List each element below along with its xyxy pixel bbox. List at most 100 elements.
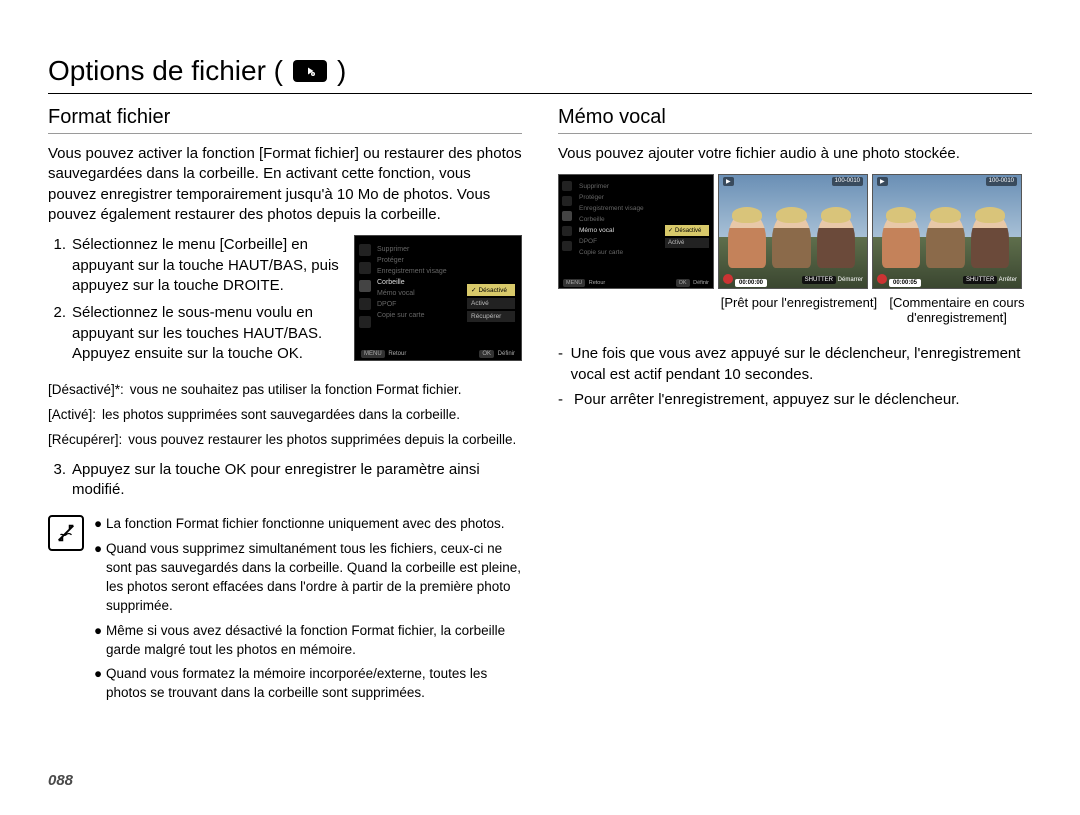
lcd-option-selected: Désactivé bbox=[665, 225, 709, 236]
lcd-set-label: Définir bbox=[498, 351, 515, 357]
left-subhead: Format fichier bbox=[48, 106, 522, 129]
lcd-menu-item: DPOF bbox=[579, 236, 657, 247]
lcd-top-overlay: ▶ 100-0010 bbox=[723, 177, 863, 186]
left-intro: Vous pouvez activer la fonction [Format … bbox=[48, 144, 522, 225]
note-text: La fonction Format fichier fonctionne un… bbox=[106, 515, 505, 534]
lcd-side-icons bbox=[562, 181, 572, 251]
play-icon: ▶ bbox=[877, 177, 888, 186]
lcd-bottom-bar: MENU Retour OK Définir bbox=[563, 280, 709, 286]
stop-label: Arrêter bbox=[999, 277, 1017, 283]
caption-ready: [Prêt pour l'enregistrement] bbox=[716, 295, 882, 325]
lcd-back-label: Retour bbox=[388, 351, 406, 357]
def-active: [Activé]: les photos supprimées sont sau… bbox=[48, 406, 522, 425]
title-close-paren: ) bbox=[337, 55, 346, 87]
step-1-text: Sélectionnez le menu [Corbeille] en appu… bbox=[72, 235, 340, 297]
step-2-num: 2. bbox=[48, 303, 66, 365]
lcd-back-label: Retour bbox=[589, 280, 606, 286]
lcd-set-label: Définir bbox=[693, 280, 709, 286]
file-number: 100-0010 bbox=[832, 177, 863, 186]
lcd-option: Récupérer bbox=[467, 311, 515, 322]
note-item: ●Même si vous avez désactivé la fonction… bbox=[94, 622, 522, 660]
lcd-option-selected: Désactivé bbox=[467, 284, 515, 296]
lcd-menu-list: Supprimer Protéger Enregistrement visage… bbox=[377, 244, 451, 321]
step-2: 2. Sélectionnez le sous-menu voulu en ap… bbox=[48, 303, 340, 365]
right-subhead: Mémo vocal bbox=[558, 106, 1032, 129]
lcd-menu-item: DPOF bbox=[377, 299, 451, 310]
sample-photo bbox=[873, 175, 1021, 288]
note-item: ●Quand vous formatez la mémoire incorpor… bbox=[94, 665, 522, 703]
step-2-text: Sélectionnez le sous-menu voulu en appuy… bbox=[72, 303, 340, 365]
bullet-item: -Une fois que vous avez appuyé sur le dé… bbox=[558, 343, 1032, 385]
right-intro: Vous pouvez ajouter votre fichier audio … bbox=[558, 144, 1032, 164]
lcd-menu-item: Supprimer bbox=[377, 244, 451, 255]
start-label: Démarrer bbox=[838, 277, 863, 283]
lcd-ready-screenshot: ▶ 100-0010 00:00:00 SHUTTER Démarrer bbox=[718, 174, 868, 289]
lcd-option: Activé bbox=[665, 238, 709, 248]
captions-row: [Prêt pour l'enregistrement] [Commentair… bbox=[558, 295, 1032, 325]
note-list: ●La fonction Format fichier fonctionne u… bbox=[94, 515, 522, 709]
file-number: 100-0010 bbox=[986, 177, 1017, 186]
lcd-side-icons bbox=[359, 244, 371, 328]
menu-button-label: MENU bbox=[563, 279, 585, 287]
def-text: vous pouvez restaurer les photos supprim… bbox=[128, 431, 516, 450]
left-steps: 1. Sélectionnez le menu [Corbeille] en a… bbox=[48, 235, 522, 371]
bullet-item: -Pour arrêter l'enregistrement, appuyez … bbox=[558, 389, 1032, 410]
lcd-recording-screenshot: ▶ 100-0010 00:00:05 SHUTTER Arrêter bbox=[872, 174, 1022, 289]
step-1-num: 1. bbox=[48, 235, 66, 297]
lcd-top-overlay: ▶ 100-0010 bbox=[877, 177, 1017, 186]
lcd-corbeille-screenshot: Supprimer Protéger Enregistrement visage… bbox=[354, 235, 522, 361]
def-label: [Activé]: bbox=[48, 406, 96, 425]
bullet-text: Pour arrêter l'enregistrement, appuyez s… bbox=[574, 389, 960, 410]
note-text: Quand vous formatez la mémoire incorporé… bbox=[106, 665, 522, 703]
shutter-button-label: SHUTTER bbox=[963, 276, 997, 284]
right-bullets: -Une fois que vous avez appuyé sur le dé… bbox=[558, 343, 1032, 410]
note-text: Quand vous supprimez simultanément tous … bbox=[106, 540, 522, 616]
menu-button-label: MENU bbox=[361, 350, 385, 358]
lcd-option-list: Désactivé Activé Récupérer bbox=[467, 284, 515, 324]
page-number: 088 bbox=[48, 772, 73, 789]
def-recuperer: [Récupérer]: vous pouvez restaurer les p… bbox=[48, 431, 522, 450]
lcd-menu-list: Supprimer Protéger Enregistrement visage… bbox=[579, 181, 657, 258]
step-3: 3. Appuyez sur la touche OK pour enregis… bbox=[48, 460, 522, 501]
title-row: Options de fichier ( ) bbox=[48, 55, 1032, 87]
note-item: ●Quand vous supprimez simultanément tous… bbox=[94, 540, 522, 616]
right-column: Mémo vocal Vous pouvez ajouter votre fic… bbox=[558, 106, 1032, 709]
left-column: Format fichier Vous pouvez activer la fo… bbox=[48, 106, 522, 709]
option-definitions: [Désactivé]*: vous ne souhaitez pas util… bbox=[48, 381, 522, 450]
lcd-memo-menu-screenshot: Supprimer Protéger Enregistrement visage… bbox=[558, 174, 714, 289]
def-label: [Désactivé]*: bbox=[48, 381, 124, 400]
manual-page: Options de fichier ( ) Format fichier Vo… bbox=[0, 0, 1080, 815]
note-icon bbox=[48, 515, 84, 551]
left-step3-block: 3. Appuyez sur la touche OK pour enregis… bbox=[48, 460, 522, 501]
lcd-bottom-overlay: 00:00:05 SHUTTER Arrêter bbox=[877, 274, 1017, 286]
sample-photo bbox=[719, 175, 867, 288]
columns: Format fichier Vous pouvez activer la fo… bbox=[48, 106, 1032, 709]
lcd-option: Activé bbox=[467, 298, 515, 309]
note-box: ●La fonction Format fichier fonctionne u… bbox=[48, 515, 522, 709]
page-title: Options de fichier ( bbox=[48, 55, 283, 87]
lcd-menu-item: Corbeille bbox=[579, 214, 657, 225]
bullet-text: Une fois que vous avez appuyé sur le déc… bbox=[571, 343, 1032, 385]
record-icon bbox=[877, 274, 887, 284]
def-text: les photos supprimées sont sauvegardées … bbox=[102, 406, 460, 425]
lcd-option-list: Désactivé Activé bbox=[665, 225, 709, 250]
shutter-button-label: SHUTTER bbox=[802, 276, 836, 284]
def-text: vous ne souhaitez pas utiliser la foncti… bbox=[130, 381, 462, 400]
lcd-bottom-bar: MENU Retour OK Définir bbox=[361, 351, 515, 357]
lcd-menu-item: Mémo vocal bbox=[377, 288, 451, 299]
note-item: ●La fonction Format fichier fonctionne u… bbox=[94, 515, 522, 534]
step-1: 1. Sélectionnez le menu [Corbeille] en a… bbox=[48, 235, 340, 297]
ok-button-label: OK bbox=[676, 279, 690, 287]
timer-value: 00:00:05 bbox=[889, 279, 921, 287]
caption-recording: [Commentaire en cours d'enregistrement] bbox=[882, 295, 1032, 325]
lcd-menu-item: Enregistrement visage bbox=[377, 266, 451, 277]
step-3-num: 3. bbox=[48, 460, 66, 501]
lcd-menu-item: Enregistrement visage bbox=[579, 203, 657, 214]
timer-value: 00:00:00 bbox=[735, 279, 767, 287]
record-icon bbox=[723, 274, 733, 284]
lcd-menu-item: Copie sur carte bbox=[579, 247, 657, 258]
def-label: [Récupérer]: bbox=[48, 431, 122, 450]
step-3-text: Appuyez sur la touche OK pour enregistre… bbox=[72, 460, 522, 501]
lcd-menu-item-selected: Corbeille bbox=[377, 277, 451, 288]
note-text: Même si vous avez désactivé la fonction … bbox=[106, 622, 522, 660]
